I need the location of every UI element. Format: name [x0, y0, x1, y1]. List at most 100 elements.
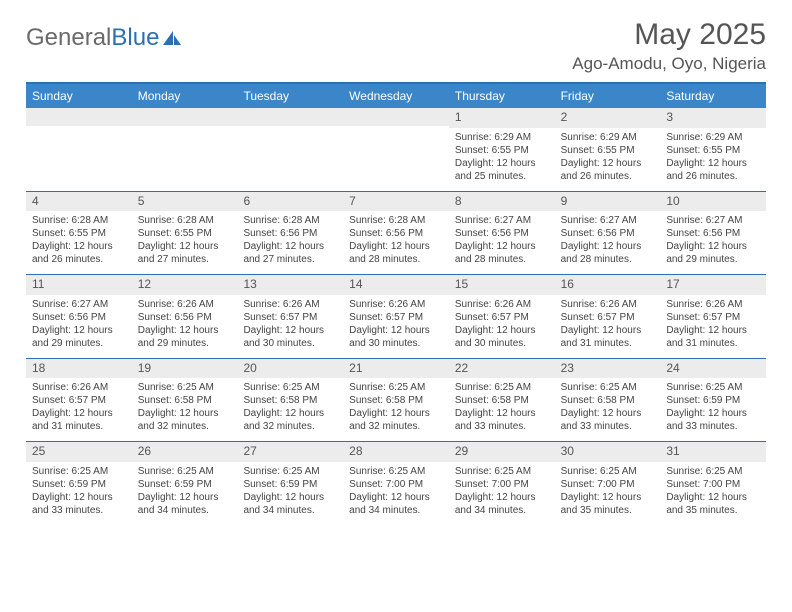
calendar-cell: 15Sunrise: 6:26 AMSunset: 6:57 PMDayligh… — [449, 275, 555, 358]
day-header: Sunday — [26, 84, 132, 108]
sunrise-line: Sunrise: 6:26 AM — [243, 298, 337, 311]
header: GeneralBlue May 2025 Ago-Amodu, Oyo, Nig… — [26, 18, 766, 74]
sunrise-line: Sunrise: 6:29 AM — [455, 131, 549, 144]
sunrise-line: Sunrise: 6:26 AM — [666, 298, 760, 311]
daylight-line: Daylight: 12 hours and 33 minutes. — [561, 407, 655, 433]
calendar-cell: 31Sunrise: 6:25 AMSunset: 7:00 PMDayligh… — [660, 442, 766, 525]
sunrise-line: Sunrise: 6:25 AM — [243, 465, 337, 478]
day-header: Thursday — [449, 84, 555, 108]
day-number: 16 — [555, 275, 661, 295]
day-details: Sunrise: 6:27 AMSunset: 6:56 PMDaylight:… — [449, 211, 555, 274]
day-details: Sunrise: 6:28 AMSunset: 6:56 PMDaylight:… — [237, 211, 343, 274]
day-number: 30 — [555, 442, 661, 462]
day-details: Sunrise: 6:25 AMSunset: 6:58 PMDaylight:… — [555, 378, 661, 441]
day-details: Sunrise: 6:26 AMSunset: 6:56 PMDaylight:… — [132, 295, 238, 358]
day-number — [237, 108, 343, 126]
calendar-cell: 4Sunrise: 6:28 AMSunset: 6:55 PMDaylight… — [26, 192, 132, 275]
sunset-line: Sunset: 6:55 PM — [666, 144, 760, 157]
calendar-cell: 12Sunrise: 6:26 AMSunset: 6:56 PMDayligh… — [132, 275, 238, 358]
sunrise-line: Sunrise: 6:25 AM — [349, 465, 443, 478]
sunset-line: Sunset: 6:56 PM — [138, 311, 232, 324]
sunset-line: Sunset: 6:58 PM — [561, 394, 655, 407]
sunrise-line: Sunrise: 6:25 AM — [455, 465, 549, 478]
calendar-cell: 20Sunrise: 6:25 AMSunset: 6:58 PMDayligh… — [237, 359, 343, 442]
day-details: Sunrise: 6:28 AMSunset: 6:55 PMDaylight:… — [26, 211, 132, 274]
day-header: Saturday — [660, 84, 766, 108]
day-details: Sunrise: 6:26 AMSunset: 6:57 PMDaylight:… — [555, 295, 661, 358]
day-details: Sunrise: 6:27 AMSunset: 6:56 PMDaylight:… — [660, 211, 766, 274]
day-number: 28 — [343, 442, 449, 462]
daylight-line: Daylight: 12 hours and 27 minutes. — [243, 240, 337, 266]
calendar-cell — [237, 108, 343, 191]
daylight-line: Daylight: 12 hours and 31 minutes. — [32, 407, 126, 433]
day-number: 11 — [26, 275, 132, 295]
sunset-line: Sunset: 6:59 PM — [138, 478, 232, 491]
sunrise-line: Sunrise: 6:28 AM — [32, 214, 126, 227]
calendar-cell: 16Sunrise: 6:26 AMSunset: 6:57 PMDayligh… — [555, 275, 661, 358]
daylight-line: Daylight: 12 hours and 35 minutes. — [666, 491, 760, 517]
daylight-line: Daylight: 12 hours and 31 minutes. — [666, 324, 760, 350]
daylight-line: Daylight: 12 hours and 34 minutes. — [349, 491, 443, 517]
daylight-line: Daylight: 12 hours and 28 minutes. — [561, 240, 655, 266]
daylight-line: Daylight: 12 hours and 26 minutes. — [666, 157, 760, 183]
day-number: 18 — [26, 359, 132, 379]
day-header-row: SundayMondayTuesdayWednesdayThursdayFrid… — [26, 84, 766, 108]
daylight-line: Daylight: 12 hours and 30 minutes. — [243, 324, 337, 350]
day-number: 22 — [449, 359, 555, 379]
sunrise-line: Sunrise: 6:25 AM — [666, 465, 760, 478]
calendar-cell: 14Sunrise: 6:26 AMSunset: 6:57 PMDayligh… — [343, 275, 449, 358]
day-number: 13 — [237, 275, 343, 295]
calendar-cell: 22Sunrise: 6:25 AMSunset: 6:58 PMDayligh… — [449, 359, 555, 442]
daylight-line: Daylight: 12 hours and 34 minutes. — [138, 491, 232, 517]
day-number: 27 — [237, 442, 343, 462]
calendar-cell: 5Sunrise: 6:28 AMSunset: 6:55 PMDaylight… — [132, 192, 238, 275]
sunrise-line: Sunrise: 6:29 AM — [561, 131, 655, 144]
day-details: Sunrise: 6:29 AMSunset: 6:55 PMDaylight:… — [660, 128, 766, 191]
day-details: Sunrise: 6:26 AMSunset: 6:57 PMDaylight:… — [660, 295, 766, 358]
day-details: Sunrise: 6:25 AMSunset: 7:00 PMDaylight:… — [343, 462, 449, 525]
sunset-line: Sunset: 7:00 PM — [455, 478, 549, 491]
day-header: Tuesday — [237, 84, 343, 108]
brand-part2: Blue — [111, 24, 159, 52]
day-number: 17 — [660, 275, 766, 295]
day-number — [343, 108, 449, 126]
sunrise-line: Sunrise: 6:25 AM — [243, 381, 337, 394]
calendar-cell: 17Sunrise: 6:26 AMSunset: 6:57 PMDayligh… — [660, 275, 766, 358]
day-number: 5 — [132, 192, 238, 212]
daylight-line: Daylight: 12 hours and 31 minutes. — [561, 324, 655, 350]
sunset-line: Sunset: 6:58 PM — [349, 394, 443, 407]
sunrise-line: Sunrise: 6:28 AM — [138, 214, 232, 227]
day-details: Sunrise: 6:25 AMSunset: 6:58 PMDaylight:… — [343, 378, 449, 441]
sunset-line: Sunset: 6:59 PM — [32, 478, 126, 491]
calendar-week: 25Sunrise: 6:25 AMSunset: 6:59 PMDayligh… — [26, 441, 766, 525]
sunset-line: Sunset: 6:57 PM — [455, 311, 549, 324]
daylight-line: Daylight: 12 hours and 32 minutes. — [349, 407, 443, 433]
month-title: May 2025 — [572, 18, 766, 52]
sunset-line: Sunset: 6:55 PM — [138, 227, 232, 240]
daylight-line: Daylight: 12 hours and 32 minutes. — [243, 407, 337, 433]
day-details: Sunrise: 6:25 AMSunset: 6:58 PMDaylight:… — [132, 378, 238, 441]
daylight-line: Daylight: 12 hours and 35 minutes. — [561, 491, 655, 517]
calendar-week: 1Sunrise: 6:29 AMSunset: 6:55 PMDaylight… — [26, 108, 766, 191]
day-number: 9 — [555, 192, 661, 212]
sunrise-line: Sunrise: 6:25 AM — [138, 465, 232, 478]
day-number: 19 — [132, 359, 238, 379]
sunset-line: Sunset: 6:57 PM — [243, 311, 337, 324]
day-details: Sunrise: 6:25 AMSunset: 6:59 PMDaylight:… — [132, 462, 238, 525]
calendar-cell — [26, 108, 132, 191]
sunset-line: Sunset: 6:58 PM — [455, 394, 549, 407]
sunrise-line: Sunrise: 6:27 AM — [666, 214, 760, 227]
daylight-line: Daylight: 12 hours and 25 minutes. — [455, 157, 549, 183]
day-number: 1 — [449, 108, 555, 128]
sunset-line: Sunset: 6:58 PM — [138, 394, 232, 407]
calendar-cell: 30Sunrise: 6:25 AMSunset: 7:00 PMDayligh… — [555, 442, 661, 525]
day-details: Sunrise: 6:25 AMSunset: 6:59 PMDaylight:… — [660, 378, 766, 441]
sunrise-line: Sunrise: 6:26 AM — [455, 298, 549, 311]
calendar-cell: 19Sunrise: 6:25 AMSunset: 6:58 PMDayligh… — [132, 359, 238, 442]
day-number: 2 — [555, 108, 661, 128]
day-number: 7 — [343, 192, 449, 212]
calendar-cell: 13Sunrise: 6:26 AMSunset: 6:57 PMDayligh… — [237, 275, 343, 358]
day-details: Sunrise: 6:26 AMSunset: 6:57 PMDaylight:… — [237, 295, 343, 358]
sunrise-line: Sunrise: 6:26 AM — [138, 298, 232, 311]
sunset-line: Sunset: 6:55 PM — [32, 227, 126, 240]
